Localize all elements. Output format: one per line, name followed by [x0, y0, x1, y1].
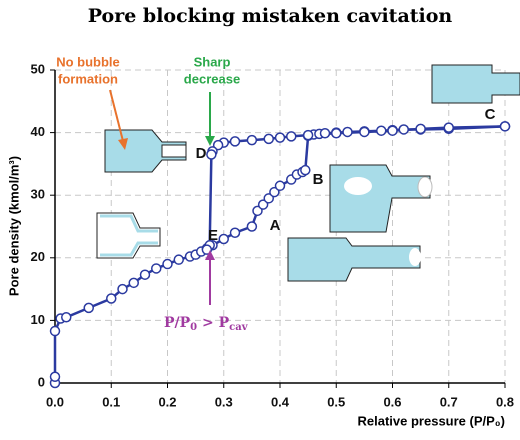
- label-part: 0: [190, 322, 197, 333]
- data-point: [342, 126, 353, 138]
- data-point: [162, 258, 173, 270]
- data-point: [246, 221, 258, 232]
- data-point: [286, 131, 297, 142]
- data-point: [387, 125, 398, 136]
- data-point: [151, 263, 162, 274]
- data-point: [319, 127, 331, 139]
- note: Sharp: [194, 54, 231, 69]
- data-point: [206, 149, 217, 160]
- pore-film: [100, 214, 158, 257]
- x-tick-label: 0.4: [271, 394, 290, 409]
- data-point: [117, 283, 128, 295]
- arrow-head: [118, 138, 128, 150]
- note: decrease: [184, 71, 240, 86]
- pore-icon: [96, 212, 161, 259]
- y-tick-label: 0: [38, 374, 45, 389]
- y-tick-label: 30: [31, 187, 45, 202]
- label-part: cav: [229, 322, 249, 333]
- x-axis-label: Relative pressure (P/P₀): [358, 413, 505, 428]
- grid: 0 10 20 30 40 50 0.0 0.1 0.2 0.3 0.4 0.5 0.6 0.7 0.8: [31, 61, 515, 409]
- pore-neck: [161, 144, 187, 158]
- data-point: [139, 269, 151, 280]
- pore-icon: [329, 164, 431, 233]
- data-point: [246, 134, 258, 146]
- data-point: [274, 180, 286, 192]
- pore-icon: [287, 237, 421, 282]
- data-point: [49, 371, 61, 382]
- data-point: [83, 302, 94, 314]
- data-point: [331, 127, 342, 139]
- data-point: [173, 254, 184, 265]
- x-tick-label: 0.5: [327, 394, 345, 409]
- arrow-head: [205, 136, 215, 146]
- point-label: B: [313, 171, 324, 188]
- data-point: [61, 312, 72, 323]
- data-point: [499, 121, 511, 132]
- point-label: C: [485, 106, 496, 123]
- data-point: [302, 129, 314, 141]
- data-point: [443, 122, 454, 133]
- chart-title: Pore blocking mistaken cavitation: [88, 5, 453, 27]
- cavitation-label: P/P0 > Pcav: [164, 315, 249, 333]
- data-point: [415, 123, 426, 135]
- x-tick-label: 0.3: [215, 394, 233, 409]
- data-point: [263, 133, 274, 145]
- y-axis-label: Pore density (kmol/m³): [6, 156, 21, 296]
- annotations: No bubble formation Sharp decrease P/P0 …: [56, 54, 248, 332]
- x-tick-label: 0.6: [383, 394, 401, 409]
- data-point: [106, 293, 117, 304]
- label-part: P/P: [164, 315, 191, 331]
- point-label: E: [208, 227, 218, 244]
- y-tick-label: 50: [31, 61, 45, 76]
- bubble: [417, 176, 433, 198]
- label-part: > P: [197, 315, 229, 331]
- data-point: [398, 124, 409, 135]
- y-tick-label: 10: [31, 312, 45, 327]
- data-point: [229, 136, 241, 147]
- x-tick-label: 0.2: [158, 394, 176, 409]
- data-point: [49, 325, 61, 337]
- x-tick-label: 0.8: [496, 394, 514, 409]
- y-tick-label: 40: [31, 124, 45, 139]
- point-label: A: [270, 217, 281, 234]
- point-label: D: [196, 145, 207, 162]
- x-tick-label: 0.7: [440, 394, 458, 409]
- plot: A B C D E: [49, 106, 511, 389]
- data-point: [359, 126, 370, 138]
- y-tick-label: 20: [31, 249, 45, 264]
- pore-icon: [431, 64, 520, 104]
- bubble: [409, 248, 421, 266]
- data-point: [274, 132, 286, 143]
- note: formation: [58, 71, 118, 86]
- data-point: [300, 164, 311, 176]
- data-point: [128, 277, 139, 289]
- data-point: [218, 233, 229, 245]
- note-arrow: [109, 89, 125, 146]
- x-tick-label: 0.0: [46, 394, 64, 409]
- note: No bubble: [56, 54, 120, 69]
- bubble: [344, 177, 372, 195]
- data-point: [376, 125, 387, 136]
- arrow-head: [205, 250, 215, 260]
- x-tick-label: 0.1: [102, 394, 120, 409]
- data-point: [229, 227, 241, 239]
